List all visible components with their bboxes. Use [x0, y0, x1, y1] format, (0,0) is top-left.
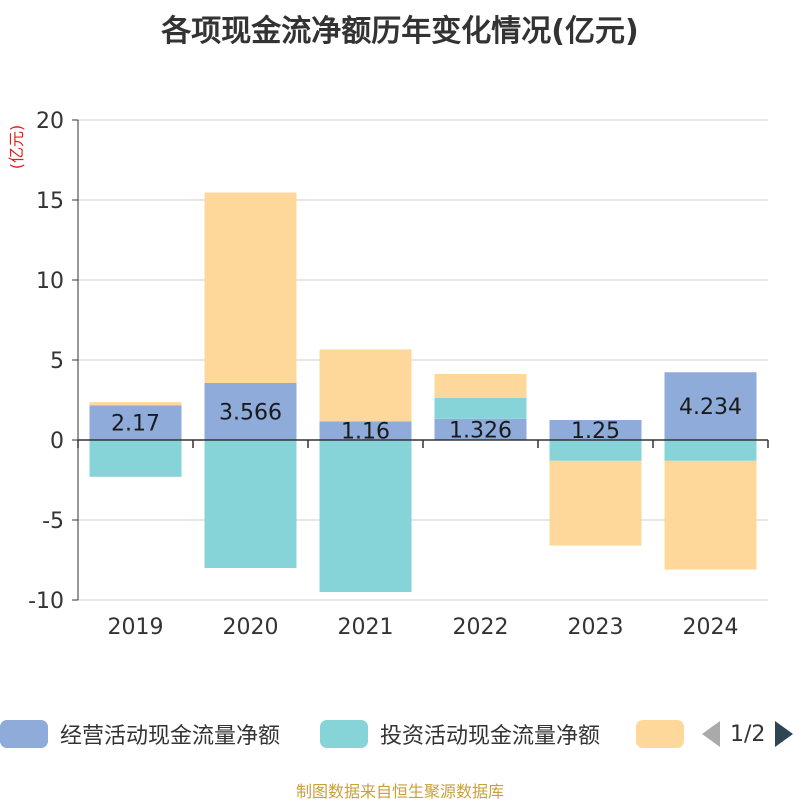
data-label-operating: 1.326: [449, 418, 512, 443]
bar-investing: [434, 397, 527, 419]
legend-item-operating[interactable]: 经营活动现金流量净额: [0, 714, 280, 754]
bar-investing: [204, 440, 297, 568]
data-label-operating: 2.17: [111, 412, 160, 437]
y-tick-label: 5: [50, 349, 64, 374]
y-tick-label: -10: [28, 589, 64, 614]
bar-investing: [549, 440, 642, 461]
bar-investing: [89, 440, 182, 477]
x-tick-label: 2021: [338, 615, 394, 640]
legend-page-indicator: 1/2: [730, 721, 766, 747]
legend: 经营活动现金流量净额 投资活动现金流量净额 1/2: [0, 714, 800, 754]
bar-financing: [664, 460, 757, 570]
x-tick-label: 2019: [108, 615, 164, 640]
y-tick-label: 15: [36, 189, 64, 214]
bar-operating: [434, 418, 527, 440]
bar-operating: [549, 420, 642, 440]
legend-item-financing[interactable]: [636, 714, 696, 754]
bar-operating: [89, 405, 182, 440]
y-unit-label: (亿元): [7, 125, 26, 170]
bar-investing: [319, 440, 412, 592]
bar-financing: [319, 349, 412, 422]
legend-label-investing: 投资活动现金流量净额: [380, 724, 601, 749]
data-label-operating: 3.566: [219, 400, 282, 425]
bar-operating: [664, 372, 757, 440]
y-tick-label: -5: [42, 509, 64, 534]
bar-financing: [204, 192, 297, 383]
legend-prev-icon[interactable]: [702, 721, 720, 747]
data-label-operating: 1.25: [571, 419, 620, 444]
legend-pager: 1/2: [702, 714, 794, 754]
x-tick-label: 2023: [568, 615, 624, 640]
bar-financing: [89, 402, 182, 406]
bar-operating: [204, 382, 297, 440]
bar-financing: [549, 460, 642, 546]
legend-item-investing[interactable]: 投资活动现金流量净额: [320, 714, 600, 754]
y-tick-label: 0: [50, 429, 64, 454]
x-tick-label: 2022: [453, 615, 509, 640]
data-label-operating: 1.16: [341, 420, 390, 445]
chart-title: 各项现金流净额历年变化情况(亿元): [161, 14, 639, 49]
legend-label-operating: 经营活动现金流量净额: [60, 724, 281, 749]
legend-swatch-financing: [636, 720, 684, 748]
y-tick-label: 10: [36, 269, 64, 294]
legend-swatch-investing: [320, 720, 368, 748]
data-label-operating: 4.234: [679, 395, 742, 420]
cash-flow-chart: -10 -5 0 5 10 15 20 (亿元) 2.17 3.566 1.16 1.326 1.25 4…: [7, 109, 769, 640]
y-tick-label: 20: [36, 109, 64, 134]
bar-investing: [664, 440, 757, 461]
x-tick-label: 2020: [223, 615, 279, 640]
bar-operating: [319, 421, 412, 440]
x-tick-label: 2024: [683, 615, 739, 640]
bar-financing: [434, 373, 527, 398]
data-source-note: 制图数据来自恒生聚源数据库: [295, 782, 504, 801]
legend-next-icon[interactable]: [775, 721, 794, 747]
legend-swatch-operating: [0, 720, 48, 748]
